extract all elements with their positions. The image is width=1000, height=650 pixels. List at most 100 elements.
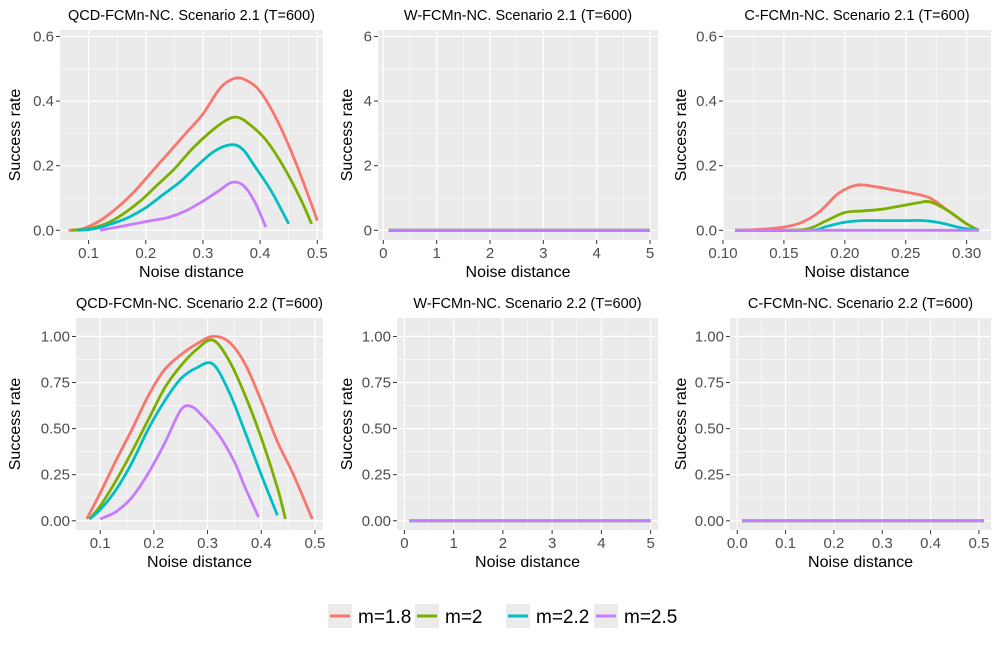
x-tick-label: 5: [646, 245, 654, 262]
y-tick-label: 0.6: [33, 28, 54, 45]
y-tick-label: 2: [364, 158, 372, 175]
y-tick-label: 4: [364, 93, 372, 110]
y-tick-label: 0.25: [41, 467, 70, 484]
y-tick-label: 0.00: [362, 513, 391, 530]
series-line-m-2.5: [99, 404, 260, 521]
x-tick-label: 0.25: [891, 245, 920, 262]
x-tick-label: 0.1: [78, 245, 99, 262]
x-axis-label: Noise distance: [808, 554, 913, 571]
x-tick-label: 0.5: [307, 245, 328, 262]
panel-5: 0 1 2 3 4 5 0.00 0.25 0.50 0.75 1.00 W-FCMn-NC. Sce…: [339, 296, 658, 571]
panel-3: 0.10 0.15 0.20 0.25 0.30 0.0 0.2 0.4 0.6 C-FCMn-N…: [673, 8, 991, 281]
x-axis-label: Noise distance: [475, 554, 580, 571]
y-tick-label: 0.75: [362, 375, 391, 392]
y-axis-label: Success rate: [673, 89, 690, 182]
x-tick-label: 0.1: [90, 535, 111, 552]
x-tick-label: 0.2: [823, 535, 844, 552]
y-axis-label: Success rate: [339, 378, 356, 471]
x-tick-label: 2: [486, 245, 494, 262]
x-axis-label: Noise distance: [139, 264, 244, 281]
x-tick-label: 1: [432, 245, 440, 262]
x-tick-label: 3: [539, 245, 547, 262]
y-tick-label: 0.50: [695, 421, 724, 438]
y-tick-label: 0.2: [33, 158, 54, 175]
x-tick-label: 0.4: [920, 535, 941, 552]
y-tick-label: 0.6: [696, 28, 717, 45]
series-line-m-2.2: [88, 361, 279, 521]
y-tick-label: 0.75: [695, 375, 724, 392]
x-tick-label: 0: [379, 245, 387, 262]
x-tick-label: 0: [400, 535, 408, 552]
y-tick-label: 1.00: [695, 328, 724, 345]
panel-background: [378, 30, 658, 240]
y-tick-label: 0.50: [41, 421, 70, 438]
panel-6: 0.0 0.1 0.2 0.3 0.4 0.5 0.00 0.25 0.50 0.75 1.00 C-…: [673, 296, 991, 571]
panel-title: W-FCMn-NC. Scenario 2.2 (T=600): [413, 296, 641, 312]
x-tick-label: 0.3: [872, 535, 893, 552]
x-tick-label: 0.2: [135, 245, 156, 262]
panel-title: QCD-FCMn-NC. Scenario 2.1 (T=600): [68, 8, 315, 24]
x-tick-label: 0.30: [952, 245, 981, 262]
x-tick-label: 4: [597, 535, 605, 552]
panel-2: 0 1 2 3 4 5 0 2 4 6 W-FCMn-NC. Scenario 2.1 (T=600…: [339, 8, 658, 281]
legend-label: m=2.5: [624, 607, 677, 628]
y-tick-label: 0.4: [33, 93, 54, 110]
legend-label: m=2.2: [536, 607, 589, 628]
y-tick-label: 0.00: [41, 513, 70, 530]
x-tick-label: 2: [499, 535, 507, 552]
panel-background: [76, 318, 323, 530]
series-line-m-2.5: [99, 180, 268, 232]
panel-4: 0.1 0.2 0.3 0.4 0.5 0.00 0.25 0.50 0.75 1.00 QCD-F…: [7, 296, 325, 571]
y-tick-label: 0.00: [695, 513, 724, 530]
legend-label: m=2: [445, 607, 483, 628]
y-axis-label: Success rate: [7, 89, 24, 182]
panel-title: C-FCMn-NC. Scenario 2.2 (T=600): [748, 296, 973, 312]
y-tick-label: 6: [364, 28, 372, 45]
series-line-m-2.2: [735, 219, 980, 232]
series-line-m-1.8: [68, 76, 319, 232]
panel-background: [730, 318, 991, 530]
x-tick-label: 0.1: [775, 535, 796, 552]
x-tick-label: 0.4: [251, 535, 272, 552]
x-axis-label: Noise distance: [147, 554, 252, 571]
y-tick-label: 0.25: [695, 467, 724, 484]
x-tick-label: 0.0: [727, 535, 748, 552]
legend: m=1.8 m=2 m=2.2 m=2.5: [328, 604, 677, 628]
x-tick-label: 0.3: [197, 535, 218, 552]
series-line-m-2: [88, 338, 287, 520]
x-tick-label: 1: [449, 535, 457, 552]
series-line-m-2: [71, 115, 313, 232]
x-tick-label: 0.5: [968, 535, 989, 552]
legend-label: m=1.8: [358, 607, 411, 628]
y-tick-label: 1.00: [362, 328, 391, 345]
x-tick-label: 0.4: [250, 245, 271, 262]
y-tick-label: 1.00: [41, 328, 70, 345]
y-axis-label: Success rate: [7, 378, 24, 471]
y-tick-label: 0.2: [696, 158, 717, 175]
y-tick-label: 0.50: [362, 421, 391, 438]
x-tick-label: 3: [548, 535, 556, 552]
x-axis-label: Noise distance: [466, 264, 571, 281]
panel-title: W-FCMn-NC. Scenario 2.1 (T=600): [404, 8, 632, 24]
series-line-m-2: [735, 199, 980, 232]
panel-1: 0.1 0.2 0.3 0.4 0.5 0.0 0.2 0.4 0.6 QCD-FCMn-NC. …: [7, 8, 328, 281]
panel-background: [723, 30, 991, 240]
x-tick-label: 5: [646, 535, 654, 552]
x-tick-label: 0.10: [708, 245, 737, 262]
y-axis-label: Success rate: [673, 378, 690, 471]
y-tick-label: 0.0: [33, 222, 54, 239]
x-tick-label: 0.15: [769, 245, 798, 262]
x-tick-label: 4: [592, 245, 600, 262]
x-tick-label: 0.3: [193, 245, 214, 262]
x-axis-label: Noise distance: [805, 264, 910, 281]
panel-title: C-FCMn-NC. Scenario 2.1 (T=600): [744, 8, 969, 24]
series-line-m-2.2: [77, 143, 290, 232]
x-tick-label: 0.2: [143, 535, 164, 552]
y-tick-label: 0.0: [696, 222, 717, 239]
y-axis-label: Success rate: [339, 89, 356, 182]
y-tick-label: 0.4: [696, 93, 717, 110]
series-line-m-1.8: [85, 334, 314, 520]
y-tick-label: 0: [364, 222, 372, 239]
y-tick-label: 0.25: [362, 467, 391, 484]
